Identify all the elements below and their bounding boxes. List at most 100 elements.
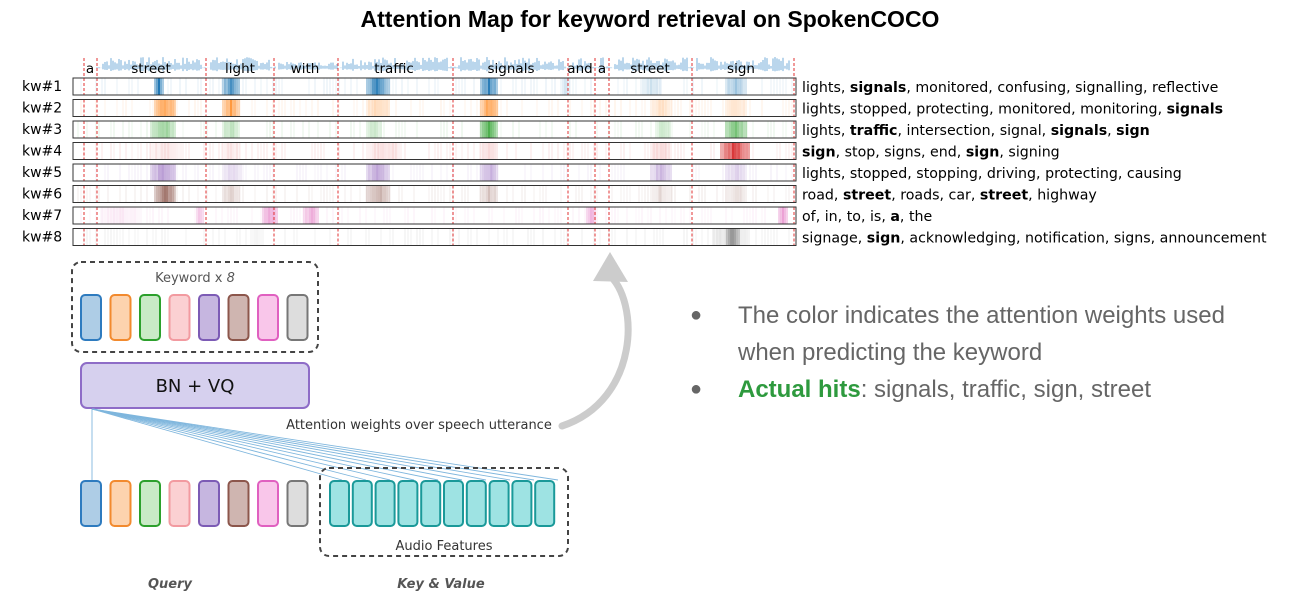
attention-cell bbox=[560, 207, 562, 224]
attention-cell bbox=[335, 121, 337, 138]
retrieved-separator: , bbox=[907, 102, 916, 118]
attention-cell bbox=[578, 185, 580, 203]
attention-cell bbox=[166, 142, 168, 160]
attention-cell bbox=[398, 121, 400, 138]
attention-cell bbox=[726, 142, 728, 160]
retrieved-word: a bbox=[890, 209, 900, 225]
attention-cell bbox=[281, 121, 283, 138]
attention-cell bbox=[668, 142, 670, 160]
row-label: kw#8 bbox=[22, 230, 62, 246]
attention-cell bbox=[254, 228, 256, 246]
attention-cell bbox=[230, 142, 232, 160]
attention-cell bbox=[464, 78, 466, 95]
attention-cell bbox=[254, 164, 256, 181]
attention-cell bbox=[660, 142, 662, 160]
attention-cell bbox=[739, 78, 741, 95]
retrieved-word: lights bbox=[802, 102, 841, 118]
attention-cell bbox=[563, 164, 565, 181]
attention-cell bbox=[730, 228, 732, 246]
attention-cell bbox=[95, 228, 97, 246]
attention-cell bbox=[791, 142, 793, 160]
attention-cell bbox=[224, 185, 226, 203]
query-token bbox=[257, 480, 279, 527]
retrieved-separator: , bbox=[999, 145, 1008, 161]
attention-cell bbox=[431, 185, 433, 203]
attention-cell bbox=[755, 185, 757, 203]
attention-cell bbox=[741, 121, 743, 138]
attention-cell bbox=[484, 185, 486, 203]
retrieved-word: causing bbox=[1127, 166, 1182, 182]
retrieved-separator: , bbox=[1028, 188, 1037, 204]
attention-cell bbox=[98, 121, 100, 138]
attention-cell bbox=[497, 99, 499, 117]
attention-cell bbox=[278, 78, 280, 95]
attention-cell bbox=[599, 99, 601, 117]
attention-cell bbox=[154, 142, 156, 160]
attention-cell bbox=[114, 207, 116, 224]
attention-cell bbox=[384, 185, 386, 203]
attention-cell bbox=[230, 164, 232, 181]
attention-cell bbox=[542, 164, 544, 181]
attention-cell bbox=[737, 164, 739, 181]
attention-cell bbox=[722, 164, 724, 181]
attention-cell bbox=[749, 99, 751, 117]
attention-cell bbox=[228, 164, 230, 181]
attention-cell bbox=[467, 185, 469, 203]
attention-heatmap bbox=[72, 77, 797, 246]
attention-cell bbox=[714, 228, 716, 246]
attention-cell bbox=[737, 78, 739, 95]
attention-cell bbox=[755, 207, 757, 224]
attention-cell bbox=[728, 228, 730, 246]
attention-cell bbox=[308, 78, 310, 95]
attention-cell bbox=[623, 164, 625, 181]
attention-cell bbox=[378, 164, 380, 181]
retrieved-word: street bbox=[980, 188, 1028, 204]
attention-cell bbox=[256, 228, 258, 246]
attention-cell bbox=[428, 78, 430, 95]
attention-cell bbox=[680, 142, 682, 160]
attention-cell bbox=[238, 185, 240, 203]
attention-cell bbox=[594, 207, 596, 224]
attention-cell bbox=[492, 121, 494, 138]
attention-cell bbox=[486, 121, 488, 138]
attention-cell bbox=[614, 99, 616, 117]
keyword-token bbox=[257, 294, 279, 341]
word-label: with bbox=[291, 61, 320, 77]
attention-cell bbox=[86, 185, 88, 203]
attention-cell bbox=[611, 164, 613, 181]
attention-cell bbox=[677, 142, 679, 160]
attention-cell bbox=[626, 78, 628, 95]
attention-cell bbox=[667, 121, 669, 138]
attention-cell bbox=[366, 164, 368, 181]
attention-cell bbox=[731, 99, 733, 117]
query-token bbox=[80, 480, 102, 527]
attention-cell bbox=[635, 78, 637, 95]
attention-cell bbox=[788, 142, 790, 160]
attention-cell bbox=[440, 142, 442, 160]
attention-cell bbox=[683, 228, 685, 246]
attention-cell bbox=[137, 78, 139, 95]
attention-cell bbox=[484, 99, 486, 117]
attention-cell bbox=[128, 164, 130, 181]
attention-cell bbox=[654, 78, 656, 95]
word-label: a bbox=[86, 61, 94, 77]
attention-cell bbox=[86, 228, 88, 246]
attention-cell bbox=[746, 142, 748, 160]
attention-cell bbox=[176, 185, 178, 203]
attention-cell bbox=[599, 164, 601, 181]
attention-cell bbox=[232, 164, 234, 181]
attention-cell bbox=[125, 142, 127, 160]
attention-cell bbox=[160, 164, 162, 181]
attention-cell bbox=[407, 78, 409, 95]
heatmap-row-background bbox=[73, 99, 796, 117]
attention-cell bbox=[154, 99, 156, 117]
attention-cell bbox=[238, 164, 240, 181]
attention-cell bbox=[560, 78, 562, 95]
attention-cell bbox=[386, 99, 388, 117]
attention-cell bbox=[119, 207, 121, 224]
retrieved-word: street bbox=[843, 188, 891, 204]
attention-cell bbox=[236, 78, 238, 95]
attention-cell bbox=[212, 78, 214, 95]
attention-cell bbox=[257, 142, 259, 160]
attention-cell bbox=[674, 99, 676, 117]
